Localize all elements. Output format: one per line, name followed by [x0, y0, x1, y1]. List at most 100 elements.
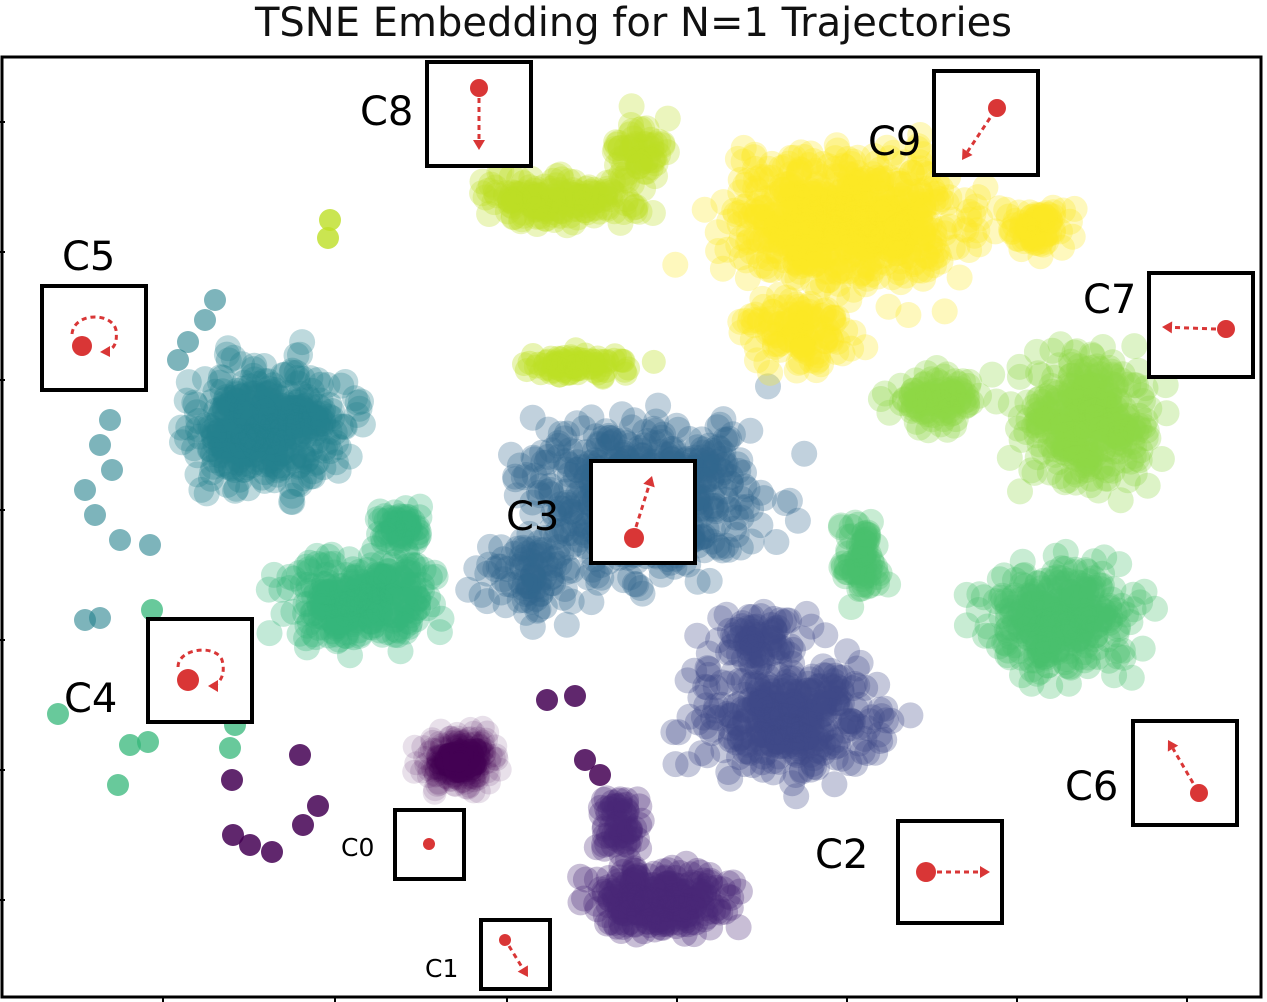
inset-c9 — [932, 69, 1040, 177]
point-c1 — [591, 878, 618, 905]
point-c2 — [777, 697, 804, 724]
point-c2 — [725, 691, 752, 717]
point-c1 — [643, 903, 670, 930]
point-c1 — [617, 889, 644, 916]
point-c2 — [745, 715, 772, 742]
point-c1 — [678, 893, 705, 920]
point-c1 — [649, 858, 676, 885]
point-c2 — [741, 694, 768, 720]
inset-frame — [1131, 719, 1239, 827]
point-c2 — [705, 705, 732, 731]
point-c2 — [810, 716, 837, 743]
point-c2 — [844, 672, 871, 699]
point-c1 — [664, 905, 691, 932]
point-c2 — [761, 691, 788, 718]
point-c1 — [655, 897, 682, 924]
point-c2 — [710, 737, 737, 764]
point-c2 — [814, 685, 841, 712]
point-c1 — [584, 896, 611, 923]
point-c1 — [655, 871, 681, 898]
point-c0 — [420, 729, 445, 754]
point-c1 — [615, 832, 642, 859]
point-c1 — [622, 857, 649, 884]
point-c1 — [707, 899, 734, 926]
start-position-icon — [988, 99, 1006, 117]
point-c2 — [771, 673, 798, 700]
point-c2 — [694, 742, 721, 769]
point-c1 — [572, 866, 599, 893]
point-c2 — [785, 678, 812, 705]
point-c1 — [658, 880, 685, 907]
point-c1 — [608, 828, 635, 855]
point-c0 — [483, 734, 508, 759]
point-c2 — [767, 733, 793, 760]
point-c1 — [621, 815, 648, 842]
point-c5 — [332, 369, 359, 395]
point-c2 — [779, 770, 806, 797]
point-c1 — [645, 909, 672, 936]
point-c1 — [674, 907, 700, 934]
point-c1 — [640, 871, 667, 898]
point-c1 — [617, 891, 644, 918]
point-c1 — [643, 897, 670, 924]
point-c1 — [652, 895, 679, 922]
point-c7 — [1107, 487, 1134, 514]
point-c2 — [717, 765, 744, 792]
point-c1 — [651, 891, 677, 918]
point-c1 — [615, 892, 642, 919]
point-c2 — [798, 706, 825, 733]
point-c2 — [897, 702, 924, 729]
point-c2 — [782, 762, 809, 788]
point-c1 — [655, 909, 682, 936]
point-c1 — [679, 886, 706, 912]
point-c1 — [631, 871, 658, 898]
point-c1 — [720, 869, 747, 896]
point-c2 — [743, 706, 769, 733]
point-c2 — [833, 708, 859, 735]
point-c2 — [783, 704, 810, 731]
point-c2 — [746, 737, 773, 764]
point-c7 — [1119, 415, 1146, 442]
point-c1 — [715, 870, 742, 897]
cluster-label-c5: C5 — [62, 234, 115, 280]
point-c2 — [741, 690, 768, 717]
point-c1 — [625, 892, 651, 919]
point-c1 — [611, 814, 638, 841]
point-c2 — [785, 716, 812, 743]
point-c8 — [506, 166, 533, 193]
point-c1 — [601, 821, 628, 848]
point-c2 — [821, 771, 848, 798]
point-c1 — [717, 894, 744, 921]
point-c2 — [831, 717, 858, 744]
point-c1 — [567, 863, 594, 890]
point-c2 — [823, 685, 850, 712]
point-c1 — [625, 862, 651, 889]
point-c1 — [673, 902, 700, 929]
point-c2 — [750, 598, 777, 625]
point-c2 — [781, 688, 808, 715]
point-c4 — [420, 591, 446, 618]
inset-c6 — [1131, 719, 1239, 827]
point-c1 — [606, 787, 633, 814]
point-c1 — [613, 787, 640, 814]
point-c2 — [714, 700, 741, 727]
point-c2 — [698, 720, 725, 747]
point-c1 — [625, 869, 652, 896]
point-c0 — [422, 780, 447, 805]
point-c1 — [669, 911, 696, 938]
point-c1 — [696, 862, 723, 888]
point-c1 — [615, 846, 641, 873]
point-c1 — [591, 813, 618, 840]
point-c1 — [618, 883, 645, 910]
point-c0 — [589, 764, 611, 786]
point-c2 — [702, 697, 729, 724]
point-c1 — [642, 907, 669, 934]
point-c8 — [649, 130, 676, 157]
point-c2 — [814, 680, 841, 707]
point-c2 — [783, 728, 810, 755]
point-c1 — [705, 894, 732, 921]
point-c2 — [796, 702, 822, 729]
point-c1 — [626, 899, 653, 926]
point-c0 — [476, 770, 501, 795]
point-c6 — [1127, 589, 1154, 616]
